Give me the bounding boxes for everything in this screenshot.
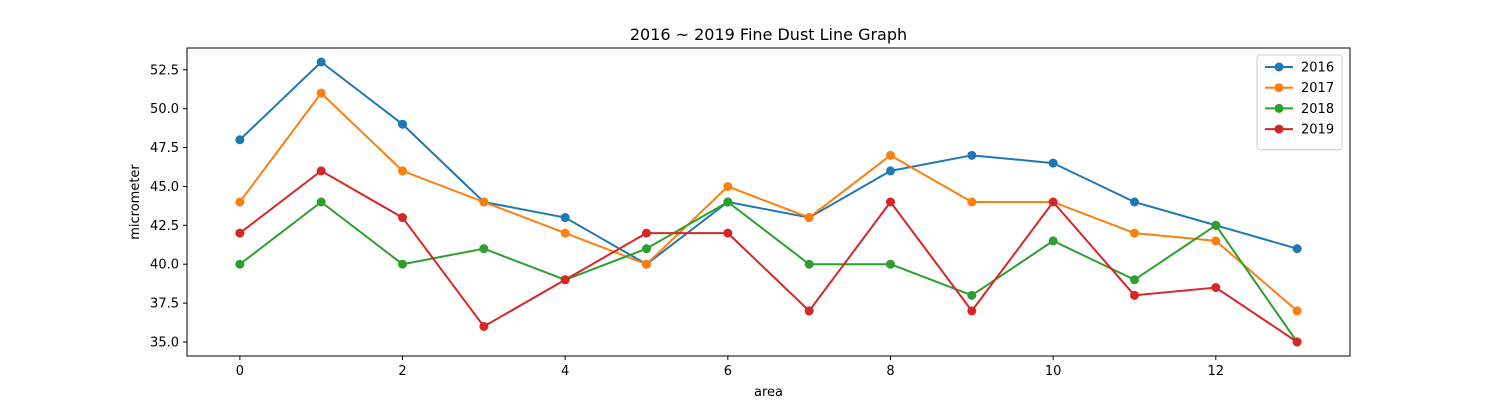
data-point (316, 197, 326, 207)
series-line-2018 (239, 201, 1298, 343)
data-point (398, 213, 408, 223)
data-point (235, 197, 245, 207)
plot-frame (186, 47, 1351, 357)
data-point (967, 290, 977, 300)
legend-swatch-marker (1274, 103, 1284, 113)
data-point (560, 275, 570, 285)
data-point (1292, 337, 1302, 347)
legend-label: 2017 (1301, 81, 1334, 96)
data-point (1129, 275, 1139, 285)
y-tick-label: 37.5 (150, 297, 179, 312)
data-point (967, 197, 977, 207)
y-axis-label: micrometer (128, 164, 143, 240)
data-point (316, 88, 326, 98)
data-point (235, 228, 245, 238)
data-point (885, 259, 895, 269)
data-point (1048, 197, 1058, 207)
y-tick-label: 42.5 (150, 219, 179, 234)
data-point (398, 259, 408, 269)
data-point (1129, 197, 1139, 207)
data-point (235, 259, 245, 269)
data-point (967, 150, 977, 160)
series-2017 (235, 88, 1302, 316)
x-tick-label: 2 (398, 364, 406, 379)
y-tick-label: 47.5 (150, 141, 179, 156)
legend-label: 2016 (1301, 61, 1334, 76)
data-point (560, 228, 570, 238)
data-point (1292, 244, 1302, 254)
y-tick-label: 50.0 (150, 102, 179, 117)
y-tick-label: 40.0 (150, 258, 179, 273)
x-tick-label: 12 (1208, 364, 1225, 379)
x-axis-ticks: 0 2 4 6 8 10 12 (236, 356, 1224, 379)
x-axis-label: area (754, 385, 783, 400)
data-point (885, 150, 895, 160)
data-point (1048, 158, 1058, 168)
y-tick-label: 52.5 (150, 63, 179, 78)
data-point (316, 57, 326, 67)
series-line-2019 (239, 169, 1298, 343)
data-point (1211, 220, 1221, 230)
data-point (316, 166, 326, 176)
data-point (642, 244, 652, 254)
data-point (479, 197, 489, 207)
legend-label: 2018 (1301, 102, 1334, 117)
legend: 2016 2017 2018 2019 (1256, 54, 1343, 151)
data-point (1292, 306, 1302, 316)
x-tick-label: 4 (561, 364, 569, 379)
data-point (235, 135, 245, 145)
data-point (1129, 290, 1139, 300)
data-point (398, 119, 408, 129)
data-point (885, 197, 895, 207)
y-tick-label: 35.0 (150, 336, 179, 351)
data-point (479, 321, 489, 331)
legend-swatch-marker (1274, 62, 1284, 72)
chart-title: 2016 ~ 2019 Fine Dust Line Graph (630, 25, 907, 44)
data-point (885, 166, 895, 176)
series-line-2017 (239, 92, 1298, 312)
data-point (642, 228, 652, 238)
x-tick-label: 8 (886, 364, 894, 379)
data-point (804, 259, 814, 269)
data-point (723, 197, 733, 207)
legend-swatch-marker (1274, 124, 1284, 134)
data-point (560, 213, 570, 223)
data-point (1129, 228, 1139, 238)
data-point (1211, 283, 1221, 293)
x-tick-label: 10 (1045, 364, 1062, 379)
data-point (1211, 236, 1221, 246)
data-point (723, 228, 733, 238)
series-line-2016 (239, 61, 1298, 266)
series-2019 (235, 166, 1302, 347)
y-tick-label: 45.0 (150, 180, 179, 195)
x-tick-label: 6 (724, 364, 732, 379)
series-layer (235, 57, 1302, 347)
data-point (1048, 236, 1058, 246)
data-point (642, 259, 652, 269)
data-point (967, 306, 977, 316)
legend-label: 2019 (1301, 123, 1334, 138)
data-point (398, 166, 408, 176)
y-axis-ticks: 35.0 37.5 40.0 42.5 45.0 47.5 50.0 52.5 (150, 63, 187, 351)
data-point (804, 306, 814, 316)
data-point (479, 244, 489, 254)
x-tick-label: 0 (236, 364, 244, 379)
legend-swatch-marker (1274, 83, 1284, 93)
series-2018 (235, 197, 1302, 347)
data-point (804, 213, 814, 223)
data-point (723, 181, 733, 191)
